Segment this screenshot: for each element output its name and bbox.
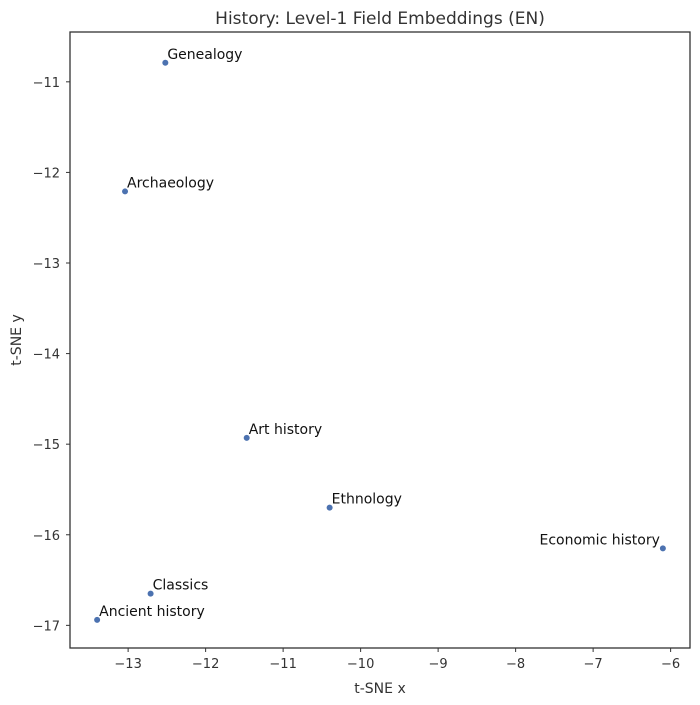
y-tick-label: −15 <box>33 438 60 453</box>
y-axis-label: t-SNE y <box>9 314 25 365</box>
plot-area <box>69 31 691 649</box>
x-tick-label: −7 <box>584 657 603 672</box>
point-label: Classics <box>153 578 209 594</box>
x-axis-ticks: −13 −12 −11 −10 −9 −8 −7 −6 <box>114 648 680 672</box>
y-tick-label: −13 <box>33 257 60 272</box>
data-point <box>659 545 666 552</box>
x-tick-label: −10 <box>347 657 374 672</box>
x-tick-label: −11 <box>269 657 296 672</box>
y-tick-label: −12 <box>33 166 60 181</box>
y-tick-label: −14 <box>33 348 60 363</box>
y-axis-ticks: −11 −12 −13 −14 −15 −16 −17 <box>33 76 70 634</box>
data-point <box>162 59 169 66</box>
data-points <box>94 59 666 623</box>
x-tick-label: −6 <box>661 657 680 672</box>
y-tick-label: −16 <box>33 529 60 544</box>
y-tick-label: −11 <box>33 76 60 91</box>
data-point <box>147 590 154 597</box>
x-axis-label: t-SNE x <box>354 681 405 697</box>
y-tick-label: −17 <box>33 619 60 634</box>
chart-title: History: Level-1 Field Embeddings (EN) <box>215 9 545 29</box>
point-label: Art history <box>249 422 322 438</box>
data-point <box>122 188 129 195</box>
x-tick-label: −8 <box>506 657 525 672</box>
data-point <box>326 504 333 511</box>
x-tick-label: −9 <box>429 657 448 672</box>
point-label: Ancient history <box>99 604 205 620</box>
data-point <box>243 434 250 441</box>
point-label: Archaeology <box>127 175 214 191</box>
data-point <box>94 616 101 623</box>
point-labels: Genealogy Archaeology Art history Ethnology… <box>99 47 660 620</box>
point-label: Economic history <box>540 532 660 548</box>
point-label: Ethnology <box>332 492 402 508</box>
point-label: Genealogy <box>167 47 242 63</box>
x-tick-label: −13 <box>114 657 141 672</box>
x-tick-label: −12 <box>192 657 219 672</box>
